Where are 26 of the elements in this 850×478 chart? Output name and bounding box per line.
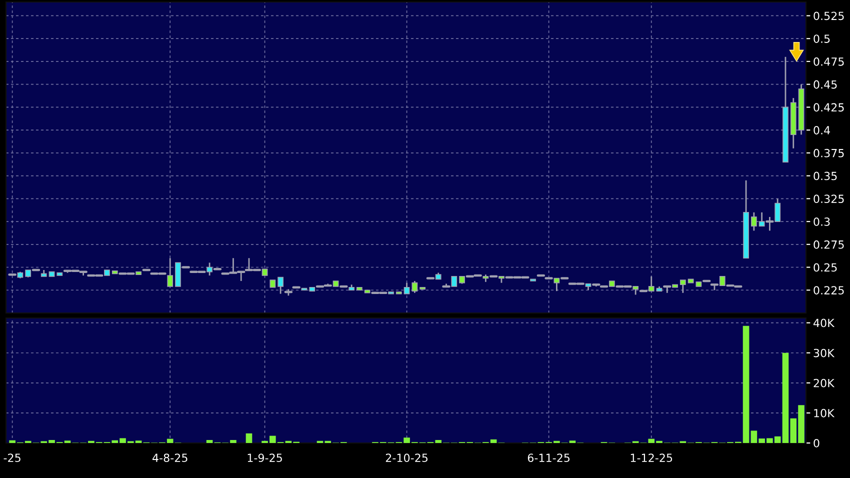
y-tick-label: 0.45 (814, 80, 837, 89)
y-tick-label: 0.3 (814, 218, 830, 226)
y-tick-label: 0.475 (814, 57, 844, 66)
y-tick-label: 10K (814, 408, 835, 418)
y-tick-label: 20K (814, 378, 835, 388)
x-tick-label: 2-10-25 (386, 454, 428, 462)
y-tick-label: 0.5 (814, 34, 830, 43)
x-tick-label: -25 (4, 454, 20, 462)
y-tick-label: 0.525 (814, 12, 844, 20)
x-tick-label: 1-9-25 (248, 454, 282, 462)
y-tick-label: 40K (813, 318, 835, 328)
y-tick-label: 0.4 (814, 126, 830, 134)
y-tick-label: 0.25 (814, 263, 837, 272)
y-tick-label: 0.425 (814, 103, 844, 112)
bar (246, 433, 252, 443)
y-tick-label: 30K (814, 348, 835, 358)
y-tick-label: 0.35 (814, 172, 837, 180)
bar (206, 440, 213, 443)
x-tick-label: 4-8-25 (152, 454, 188, 462)
y-tick-label: 0.275 (814, 240, 844, 249)
x-tick-label: 6-11-25 (528, 454, 570, 462)
x-tick-label: 1-12-25 (630, 454, 672, 462)
y-tick-label: 0.325 (814, 194, 844, 204)
y-tick-label: 0 (814, 438, 820, 448)
y-tick-label: 0.375 (814, 148, 844, 158)
y-tick-label: 0.225 (814, 286, 844, 295)
